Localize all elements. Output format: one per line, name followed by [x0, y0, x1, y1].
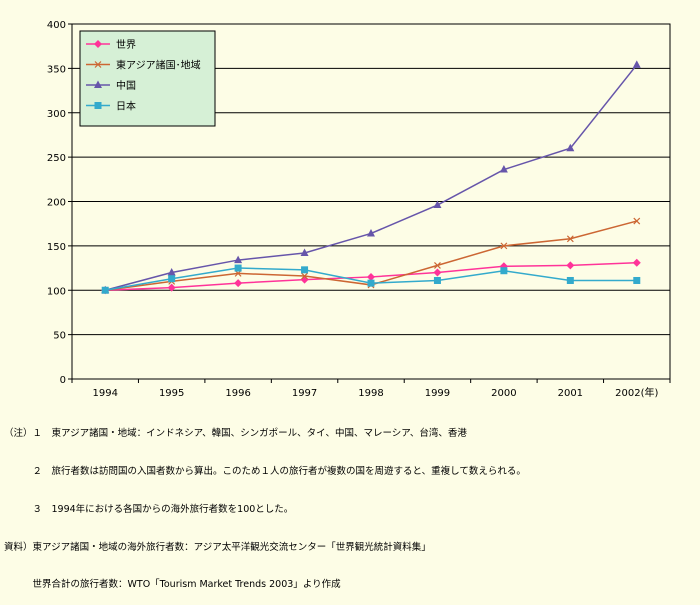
x-tick-label: 1994	[92, 388, 117, 399]
data-point	[566, 261, 575, 270]
data-point	[433, 200, 442, 209]
x-tick-label: 1997	[292, 388, 317, 399]
data-point	[167, 268, 176, 276]
x-tick-label: 1999	[425, 388, 450, 399]
x-tick-label: 2002(年)	[615, 386, 658, 399]
y-tick-label: 400	[47, 20, 66, 31]
data-point	[301, 266, 309, 274]
note-line: 資料）東アジア諸国・地域の海外旅行者数：アジア太平洋観光交流センター「世界観光統…	[4, 541, 431, 553]
data-point	[566, 235, 574, 243]
note-line: （注）１ 東アジア諸国・地域：インドネシア、韓国、シンガポール、タイ、中国、マレ…	[4, 428, 467, 440]
legend-marker	[94, 102, 102, 109]
data-point	[633, 276, 641, 284]
data-point	[367, 228, 375, 237]
note-line: ３ 1994年における各国からの海外旅行者数を100とした。	[4, 503, 294, 515]
legend-marker	[94, 61, 102, 68]
data-point	[566, 143, 575, 152]
data-point	[367, 279, 375, 287]
legend-label: 東アジア諸国･地域	[116, 59, 201, 72]
data-point	[434, 261, 441, 269]
y-tick-label: 50	[53, 331, 66, 342]
legend-label: 日本	[116, 100, 136, 113]
legend-box	[79, 30, 216, 127]
note-line: 世界合計の旅行者数：WTO「Tourism Market Trends 2003…	[4, 579, 341, 591]
data-point	[234, 255, 243, 264]
data-point	[167, 283, 176, 292]
data-point	[566, 276, 574, 284]
y-tick-label: 300	[47, 109, 66, 120]
note-line: ２ 旅行者数は訪問国の入国者数から算出。このため１人の旅行者が複数の国を周遊する…	[4, 465, 526, 477]
y-tick-label: 150	[47, 242, 66, 253]
data-point	[300, 248, 309, 256]
data-point	[301, 272, 308, 280]
legend-marker	[94, 80, 102, 88]
data-point	[367, 272, 375, 281]
data-point	[499, 165, 508, 173]
data-point	[500, 267, 508, 275]
data-point	[633, 217, 641, 225]
y-tick-label: 350	[47, 64, 66, 75]
data-point	[433, 276, 441, 284]
data-point	[433, 268, 442, 277]
x-tick-label: 2000	[491, 388, 516, 399]
x-tick-label: 1995	[159, 388, 184, 399]
footnotes: （注）１ 東アジア諸国・地域：インドネシア、韓国、シンガポール、タイ、中国、マレ…	[4, 403, 696, 605]
y-tick-label: 100	[47, 286, 66, 297]
y-axis: 0 50 100 150 200 250 300 350 400	[47, 20, 72, 386]
y-tick-label: 200	[47, 198, 66, 209]
x-tick-label: 2001	[558, 388, 583, 399]
legend-marker	[94, 40, 102, 48]
data-point	[632, 60, 641, 68]
legend-label: 中国	[116, 79, 136, 92]
data-point	[101, 286, 109, 294]
data-point	[234, 279, 243, 288]
data-point	[168, 275, 176, 283]
series-group	[101, 60, 641, 295]
y-tick-label: 250	[47, 153, 66, 164]
legend-label: 世界	[116, 39, 136, 51]
data-point	[500, 242, 508, 250]
data-point	[632, 258, 641, 267]
x-tick-label: 1996	[225, 388, 250, 399]
x-tick-label: 1998	[358, 388, 383, 399]
x-axis: 1994 1995 1996 1997 1998 1999 2000 2001 2002(年)	[71, 379, 671, 399]
y-tick-label: 0	[60, 375, 66, 386]
data-point	[234, 264, 242, 272]
